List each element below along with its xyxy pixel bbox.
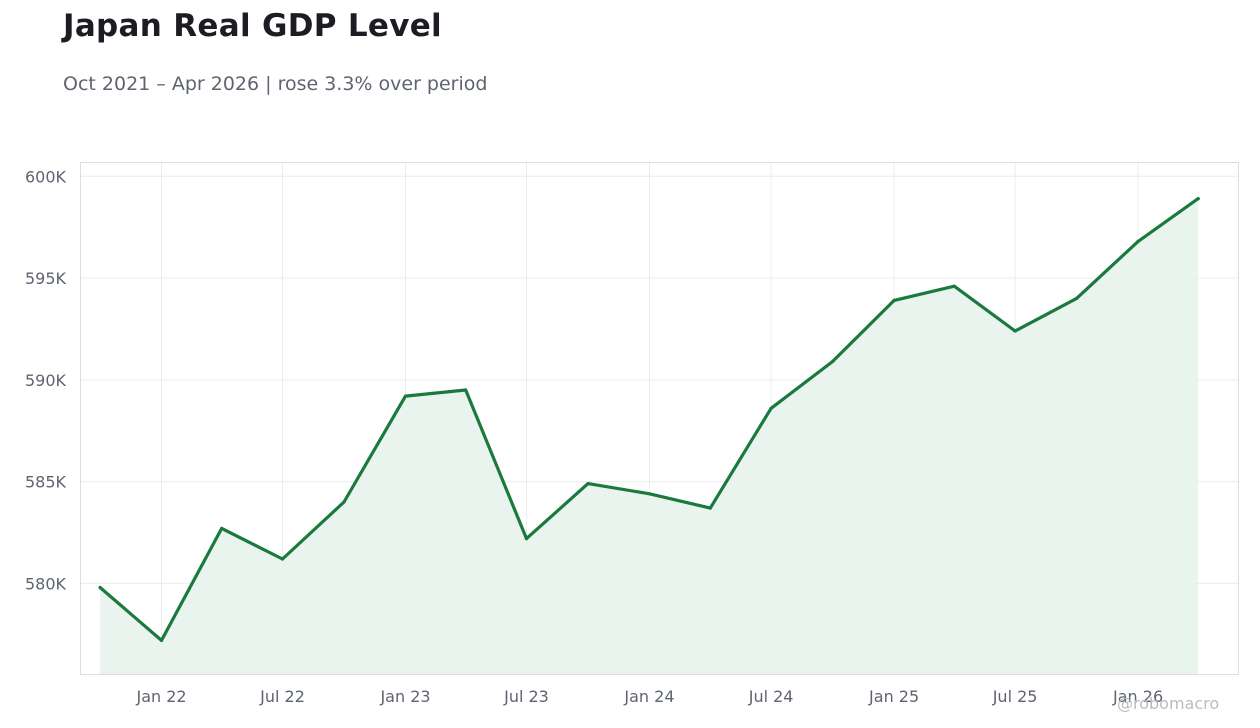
- x-axis-labels: Jan 22 Jul 22 Jan 23 Jul 23 Jan 24 Jul 24 Jan …: [135, 687, 1163, 706]
- x-tick-label: Jul 23: [503, 687, 549, 706]
- data-point: [708, 506, 712, 510]
- data-point: [1013, 329, 1017, 333]
- x-tick-label: Jul 25: [992, 687, 1038, 706]
- x-tick-label: Jan 26: [1112, 687, 1163, 706]
- data-point: [892, 298, 896, 302]
- y-tick-label: 595K: [25, 269, 67, 288]
- data-point: [464, 388, 468, 392]
- data-point: [159, 638, 164, 643]
- y-tick-label: 580K: [25, 574, 67, 593]
- data-point: [403, 394, 408, 398]
- y-tick-label: 585K: [25, 473, 67, 492]
- data-point: [952, 284, 956, 288]
- data-point: [524, 537, 529, 541]
- x-tick-label: Jan 22: [135, 687, 186, 706]
- data-point: [831, 359, 835, 364]
- data-point: [769, 406, 773, 410]
- data-point: [342, 500, 346, 504]
- series-area: [100, 198, 1199, 675]
- data-point: [1136, 239, 1140, 243]
- frame-layer: [80, 162, 1239, 675]
- plot-frame: [80, 162, 1239, 675]
- data-point: [586, 482, 590, 486]
- data-point: [1196, 197, 1200, 201]
- x-tick-label: Jul 24: [748, 687, 794, 706]
- y-axis-labels: 580K 585K 590K 595K 600K: [25, 167, 67, 593]
- x-tick-label: Jan 23: [379, 687, 430, 706]
- chart-subtitle: Oct 2021 – Apr 2026 | rose 3.3% over per…: [63, 73, 488, 95]
- watermark: @robomacro: [1117, 694, 1220, 713]
- data-point: [647, 492, 652, 496]
- y-tick-label: 590K: [25, 371, 67, 390]
- data-point: [98, 585, 102, 590]
- area-layer: [100, 198, 1199, 675]
- x-tick-label: Jan 25: [868, 687, 919, 706]
- x-tick-label: Jul 22: [259, 687, 305, 706]
- x-tick-label: Jan 24: [623, 687, 674, 706]
- data-point: [1075, 296, 1079, 300]
- data-point: [280, 557, 285, 561]
- y-tick-label: 600K: [25, 167, 67, 186]
- chart-title: Japan Real GDP Level: [63, 8, 442, 44]
- line-layer: [98, 197, 1200, 643]
- data-point: [220, 526, 224, 531]
